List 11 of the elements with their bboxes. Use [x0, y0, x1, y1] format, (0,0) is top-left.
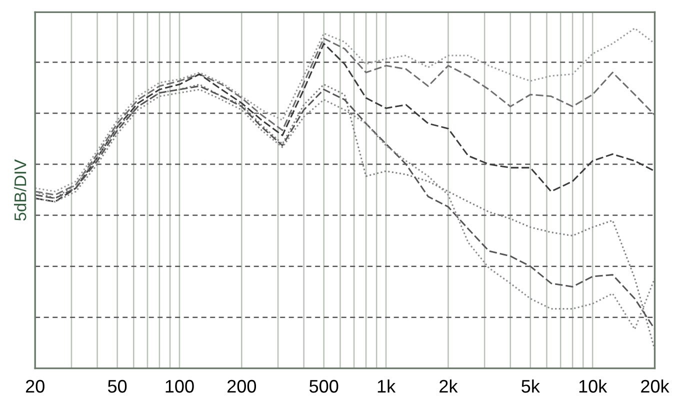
y-axis-title: 5dB/DIV — [14, 159, 26, 221]
x-tick-label: 5k — [522, 379, 540, 393]
x-tick-label: 500 — [310, 380, 338, 393]
x-tick-label: 50 — [108, 380, 127, 393]
x-tick-label: 20 — [26, 380, 44, 393]
x-tick-label: 1k — [378, 379, 396, 393]
x-tick-label: 200 — [228, 380, 256, 393]
x-tick-label: 100 — [166, 380, 194, 393]
x-tick-label: 20k — [641, 379, 670, 393]
x-tick-label: 10k — [579, 379, 608, 393]
x-tick-label: 2k — [440, 379, 458, 393]
